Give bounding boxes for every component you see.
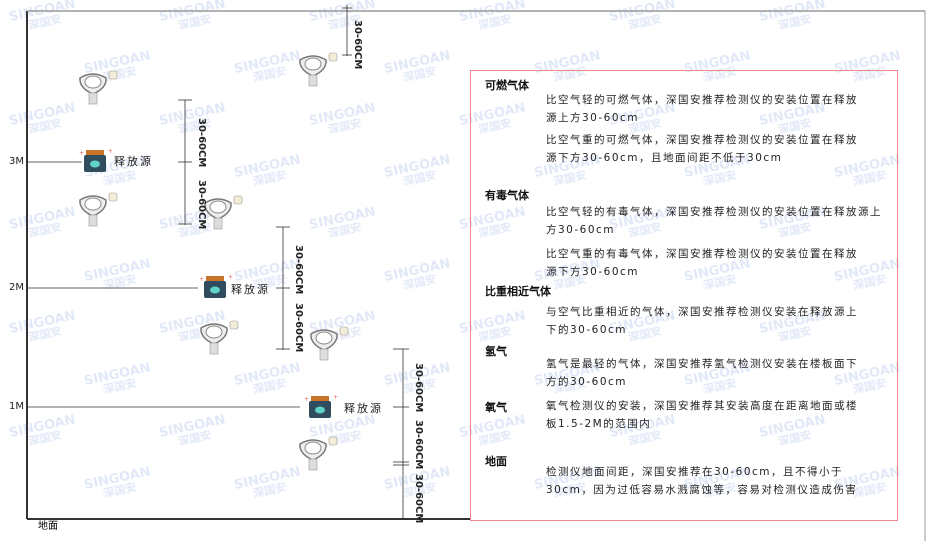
svg-text:+: +	[108, 148, 113, 155]
dimension-label: 30-60CM	[413, 420, 424, 470]
dimension-lines	[178, 5, 409, 520]
dimension-label: 30-60CM	[293, 303, 304, 353]
section-title: 氢气	[485, 345, 507, 358]
section-text: 比空气重的有毒气体，深国安推荐检测仪的安装位置在释放源下方30-60cm	[546, 248, 858, 278]
dimension-label: 30-60CM	[352, 20, 363, 70]
dimension-label: 30-60CM	[196, 118, 207, 168]
section-text: 氧气检测仪的安装，深国安推荐其安装高度在距离地面或楼板1.5-2M的范围内	[546, 400, 858, 430]
gas-detector-icon	[204, 195, 243, 230]
svg-text:+: +	[199, 276, 204, 283]
section-text: 比空气轻的有毒气体，深国安推荐检测仪的安装位置在释放源上方30-60cm	[546, 206, 882, 236]
section-text: 检测仪地面间距，深国安推荐在30-60cm，且不得小于30cm，因为过低容易水溅…	[546, 466, 858, 496]
section-text: 氢气是最轻的气体，深国安推荐氢气检测仪安装在楼板面下方的30-60cm	[546, 358, 858, 388]
dimension-label: 30-60CM	[293, 245, 304, 295]
section-text: 比空气重的可燃气体，深国安推荐检测仪的安装位置在释放源下方30-60cm，且地面…	[546, 134, 858, 164]
section-title: 有毒气体	[485, 189, 529, 202]
release-source-label: 释放源	[114, 155, 153, 168]
release-source-icon: + +	[79, 148, 113, 172]
release-source-icon: + +	[199, 274, 233, 298]
gas-detector-icon	[200, 320, 239, 355]
section-title: 比重相近气体	[485, 285, 551, 298]
gas-detector-icon	[79, 192, 118, 227]
level-label-3m: 3M	[9, 156, 24, 167]
section-title: 氧气	[485, 401, 507, 414]
info-box: 可燃气体 比空气轻的可燃气体，深国安推荐检测仪的安装位置在释放源上方30-60c…	[470, 70, 898, 521]
gas-detector-icon	[79, 70, 118, 105]
release-source-label: 释放源	[344, 402, 383, 415]
section-title: 可燃气体	[485, 79, 529, 92]
svg-text:+: +	[228, 274, 233, 281]
svg-text:+: +	[304, 396, 309, 403]
section-title: 地面	[485, 455, 507, 468]
section-text: 与空气比重相近的气体，深国安推荐检测仪安装在释放源上下的30-60cm	[546, 306, 858, 336]
level-label-2m: 2M	[9, 282, 24, 293]
ground-label: 地面	[38, 521, 58, 532]
svg-text:+: +	[79, 150, 84, 157]
gas-detector-icon	[299, 52, 338, 87]
section-text: 比空气轻的可燃气体，深国安推荐检测仪的安装位置在释放源上方30-60cm	[546, 94, 858, 124]
dimension-label: 30-60CM	[413, 363, 424, 413]
release-source-icon: + +	[304, 394, 338, 418]
release-source-label: 释放源	[231, 283, 270, 296]
level-label-1m: 1M	[9, 401, 24, 412]
gas-detector-icon	[310, 326, 349, 361]
svg-text:+: +	[333, 394, 338, 401]
gas-detector-icon	[299, 436, 338, 471]
dimension-label: 30-60CM	[196, 180, 207, 230]
dimension-label: 30-60CM	[413, 474, 424, 524]
